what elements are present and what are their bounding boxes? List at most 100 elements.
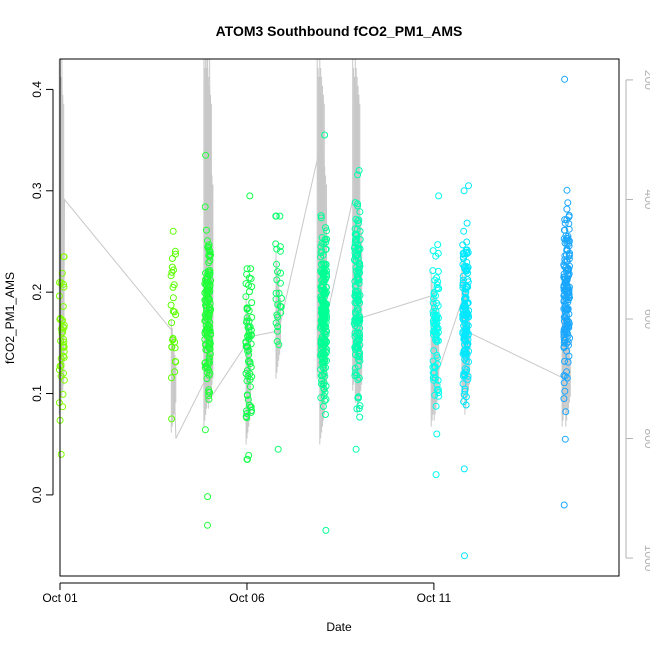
- data-point: [172, 250, 179, 258]
- data-point: [246, 376, 254, 384]
- data-point: [172, 358, 180, 366]
- data-point: [463, 219, 471, 227]
- data-point: [564, 358, 572, 366]
- y2-axis: 200 400 600 800 1000: [625, 70, 650, 572]
- data-point: [433, 281, 441, 289]
- data-point: [167, 301, 175, 309]
- data-point: [353, 235, 361, 243]
- data-point: [274, 268, 281, 276]
- data-point: [320, 304, 328, 312]
- data-point: [354, 200, 362, 208]
- data-point: [561, 291, 568, 299]
- altitude-trace-line: [60, 58, 569, 439]
- data-point: [353, 405, 361, 413]
- data-point: [246, 383, 254, 391]
- data-point: [204, 364, 212, 372]
- data-point: [459, 281, 467, 289]
- data-point: [355, 405, 363, 412]
- data-point: [248, 299, 256, 307]
- data-point: [354, 306, 362, 314]
- data-point: [322, 246, 330, 253]
- data-point: [351, 329, 359, 337]
- data-point: [429, 299, 437, 307]
- data-point: [243, 265, 251, 273]
- y2-tick-label: 400: [642, 189, 650, 209]
- data-point: [464, 330, 472, 338]
- data-point: [351, 364, 359, 372]
- data-point: [244, 347, 252, 355]
- data-point: [566, 262, 573, 270]
- data-point: [317, 394, 325, 402]
- data-point: [246, 192, 254, 200]
- data-point: [277, 279, 284, 287]
- data-point: [565, 251, 573, 259]
- data-point: [248, 283, 256, 291]
- data-point: [461, 552, 468, 560]
- data-point: [354, 297, 362, 305]
- data-point: [433, 274, 441, 282]
- data-point: [561, 308, 569, 316]
- data-point: [317, 350, 325, 358]
- data-point: [356, 264, 363, 272]
- data-point: [435, 392, 443, 400]
- data-point: [429, 363, 437, 371]
- data-point: [461, 387, 469, 395]
- data-point: [57, 450, 65, 458]
- data-point: [320, 385, 328, 392]
- data-point: [321, 289, 329, 297]
- data-point: [248, 313, 256, 321]
- y-tick-label: 0.1: [30, 385, 44, 402]
- data-point: [322, 349, 330, 357]
- data-point: [58, 269, 66, 277]
- data-point: [433, 381, 441, 389]
- data-point: [57, 325, 65, 333]
- data-point: [560, 339, 568, 347]
- data-point: [205, 392, 213, 400]
- data-point: [563, 318, 571, 326]
- data-point: [432, 252, 440, 260]
- data-point: [320, 271, 328, 279]
- data-point: [429, 267, 437, 275]
- data-point: [242, 370, 250, 377]
- data-point: [320, 370, 328, 377]
- data-point: [202, 226, 210, 234]
- data-point: [245, 274, 253, 282]
- data-point: [356, 259, 364, 267]
- data-point: [206, 388, 214, 396]
- data-point: [356, 269, 364, 277]
- data-point: [319, 251, 327, 259]
- data-point: [243, 342, 251, 350]
- data-point: [244, 305, 252, 312]
- data-point: [354, 295, 362, 303]
- data-point: [205, 243, 213, 251]
- x-axis-label: Date: [326, 620, 352, 634]
- data-point: [459, 380, 467, 388]
- data-points: [55, 75, 574, 560]
- data-point: [55, 366, 63, 374]
- data-point: [352, 445, 360, 453]
- data-point: [318, 247, 326, 255]
- data-point: [321, 388, 329, 396]
- data-point: [431, 321, 439, 328]
- data-point: [206, 269, 214, 277]
- data-point: [355, 319, 363, 327]
- data-point: [460, 227, 468, 235]
- data-point: [320, 261, 328, 269]
- data-point: [317, 212, 325, 220]
- data-point: [273, 260, 280, 268]
- data-point: [355, 167, 363, 174]
- data-point: [356, 413, 364, 421]
- data-point: [563, 205, 571, 213]
- data-point: [322, 339, 330, 347]
- data-point: [171, 247, 179, 255]
- data-point: [460, 250, 468, 258]
- data-point: [460, 187, 468, 195]
- data-point: [319, 297, 326, 304]
- x-tick-label: Oct 06: [229, 591, 265, 605]
- data-point: [562, 236, 570, 244]
- data-point: [206, 288, 214, 296]
- data-point: [60, 376, 68, 384]
- chart-title: ATOM3 Southbound fCO2_PM1_AMS: [216, 23, 463, 39]
- data-point: [462, 353, 470, 361]
- data-point: [202, 322, 210, 330]
